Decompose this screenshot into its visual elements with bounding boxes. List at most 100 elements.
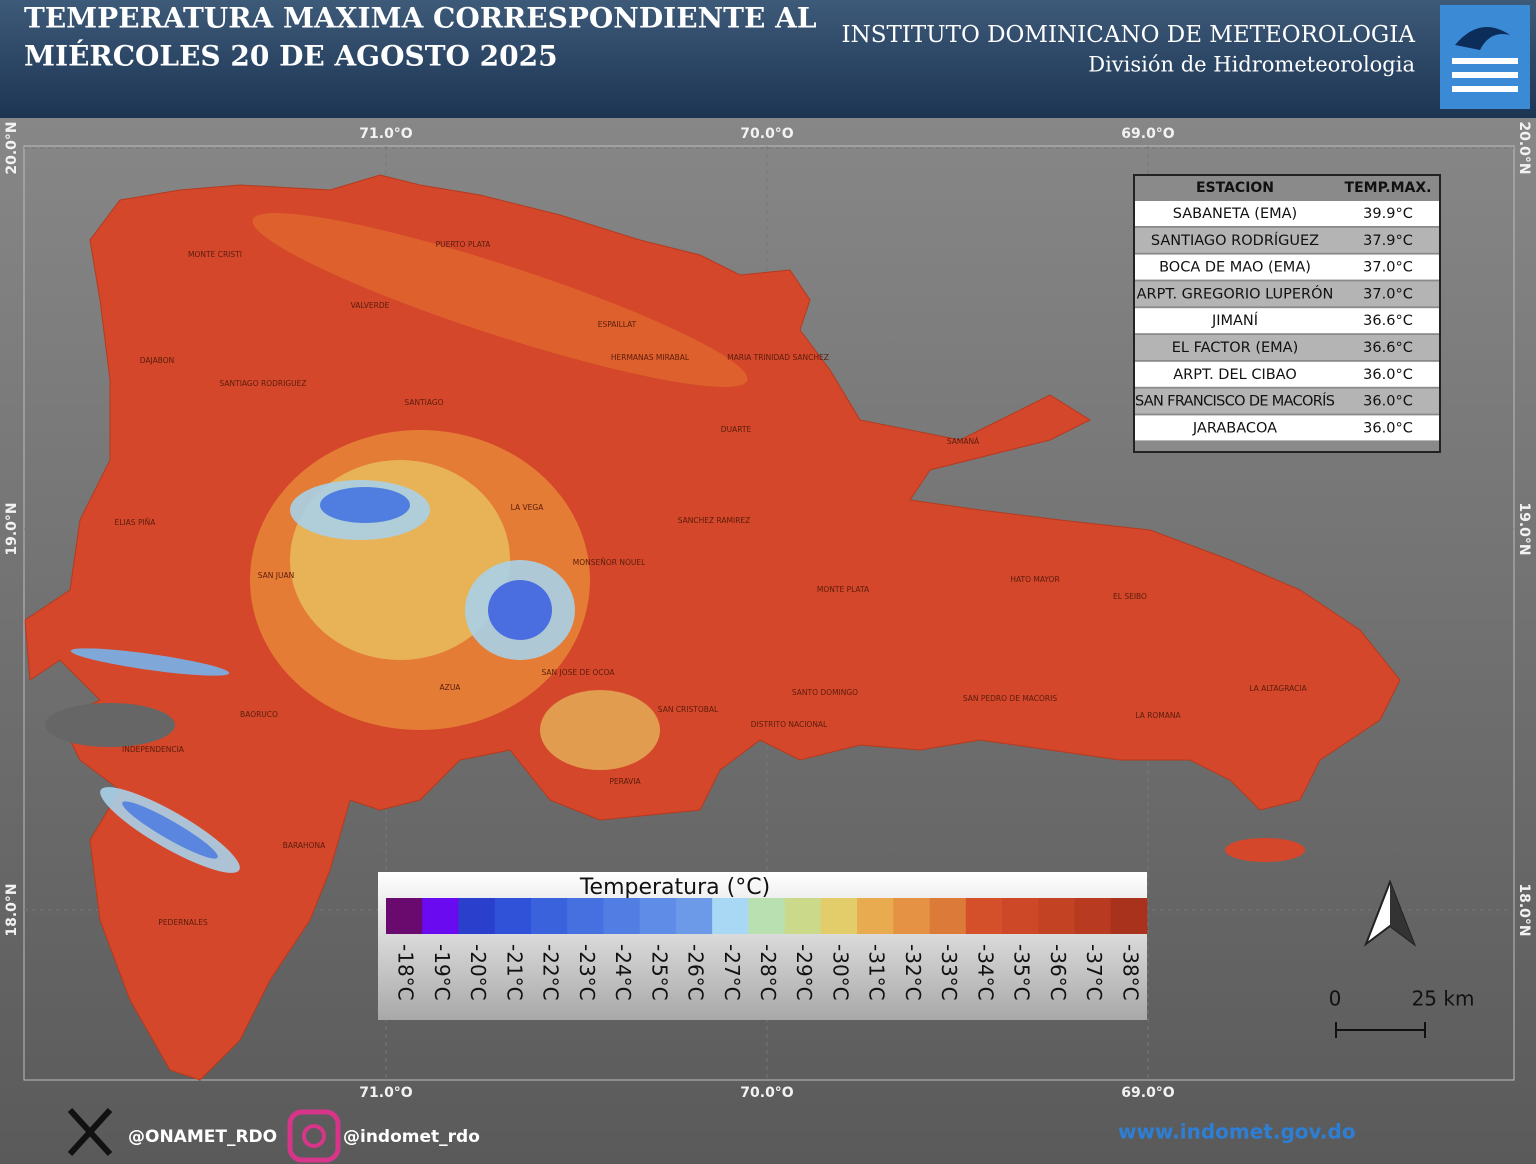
island [24,174,1401,1081]
legend-label: -19°C [430,944,454,1001]
place-label: INDEPENDENCIA [122,745,185,754]
legend-swatch [820,898,858,934]
place-label: SAN JUAN [258,571,294,580]
legend-label: -18°C [394,944,418,1001]
legend-swatch [422,898,459,934]
legend-swatch [1074,898,1112,934]
division: División de Hidrometeorologia [1088,53,1415,77]
place-label: MARIA TRINIDAD SANCHEZ [727,353,829,362]
legend-swatch [1038,898,1076,934]
instagram-handle[interactable]: @indomet_rdo [343,1127,480,1147]
table-cell: JIMANÍ [1211,312,1258,329]
table-cell: SANTIAGO RODRÍGUEZ [1151,232,1319,249]
table-row [1135,227,1439,253]
place-label: SANTIAGO RODRIGUEZ [219,379,306,388]
coordinate-labels: 71.0°O 71.0°O 70.0°O 70.0°O 69.0°O 69.0°O 20.0… [4,121,1532,1101]
logo [1440,5,1530,109]
latitude-label: 19.0°N [4,502,20,555]
legend-label: -37°C [1082,944,1106,1001]
place-label: LA VEGA [511,503,545,512]
longitude-label: 69.0°O [1121,126,1175,142]
place-label: PERAVIA [609,777,641,786]
table-row [1135,201,1439,226]
legend-swatch [639,898,677,934]
place-label: SANCHEZ RAMIREZ [678,516,751,525]
table-cell: JARABACOA [1192,420,1277,436]
table-row [1135,388,1439,414]
legend-swatch [965,898,1003,934]
legend-swatch [530,898,568,934]
latitude-label: 20.0°N [4,121,20,174]
place-label: SAN PEDRO DE MACORIS [963,694,1057,703]
legend-label: -36°C [1046,944,1070,1001]
legend-label: -34°C [973,944,997,1001]
legend-swatch [494,898,532,934]
table-cell: EL FACTOR (EMA) [1172,340,1299,356]
table-header: TEMP.MAX. [1345,180,1432,196]
place-label: BAORUCO [240,710,278,719]
table-cell: 36.6°C [1363,313,1413,329]
footer: @ONAMET_RDO @indomet_rdo www.indomet.gov… [67,1107,1356,1163]
legend-label: -33°C [937,944,961,1001]
latitude-label: 18.0°N [4,883,20,936]
title-line: MIÉRCOLES 20 DE AGOSTO 2025 [24,40,558,73]
place-label: SAMANÁ [947,437,980,446]
place-label: BARAHONA [283,841,326,850]
place-label: SANTIAGO [404,398,443,407]
table-cell: 36.0°C [1363,367,1413,383]
legend-label: -27°C [720,944,744,1001]
place-label: HERMANAS MIRABAL [611,353,690,362]
place-label: DAJABON [140,356,175,365]
longitude-label: 70.0°O [740,126,794,142]
legend-title: Temperatura (°C) [579,875,770,900]
twitter-handle[interactable]: @ONAMET_RDO [128,1127,277,1147]
table-cell: BOCA DE MAO (EMA) [1159,260,1311,276]
legend-swatch [857,898,894,934]
legend-label: -21°C [502,944,526,1001]
legend-label: -20°C [466,944,490,1001]
legend-swatch [748,898,786,934]
header-bar [0,0,1536,118]
table-row [1135,308,1439,334]
place-label: HATO MAYOR [1010,575,1059,584]
legend-swatch [1110,898,1148,934]
table-header: ESTACION [1196,180,1274,196]
legend-label: -35°C [1010,944,1034,1001]
legend-label: -30°C [828,944,852,1001]
table-cell: ARPT. DEL CIBAO [1173,367,1297,383]
table-cell: 36.0°C [1363,394,1413,410]
place-labels: MONTE CRISTI PUERTO PLATA VALVERDE ESPAILLA… [115,240,1308,927]
scale-label: 0 [1329,987,1342,1011]
table-row [1135,415,1439,441]
legend-swatch [712,898,749,934]
place-label: MONSEÑOR NOUEL [573,558,646,567]
legend-swatch [1002,898,1039,934]
north-arrow [1363,879,1417,947]
legend: Temperatura (°C) -18°C -19°C -20°C -21°C -22… [378,872,1148,1020]
place-label: MONTE PLATA [817,585,870,594]
legend-swatch [458,898,496,934]
place-label: VALVERDE [351,301,390,310]
website[interactable]: www.indomet.gov.do [1118,1120,1356,1144]
place-label: PUERTO PLATA [436,240,492,249]
table-cell: 39.9°C [1363,206,1413,222]
legend-swatch [386,898,423,934]
table-row [1135,335,1439,360]
legend-label: -23°C [575,944,599,1001]
longitude-label: 71.0°O [359,126,413,142]
place-label: LA ROMANA [1135,711,1181,720]
title-line: TEMPERATURA MAXIMA CORRESPONDIENTE AL [24,2,817,35]
legend-label: -32°C [901,944,925,1001]
longitude-label: 71.0°O [359,1085,413,1101]
legend-swatch [603,898,641,934]
place-label: MONTE CRISTI [188,250,242,259]
table-cell: 37.0°C [1363,260,1413,276]
table-cell: SAN FRANCISCO DE MACORÍS [1135,393,1335,410]
scale-label: 25 km [1412,987,1475,1011]
institute: INSTITUTO DOMINICANO DE METEOROLOGIA [841,22,1415,48]
legend-swatch [567,898,604,934]
place-label: AZUA [440,683,462,692]
place-label: ELIAS PIÑA [115,518,157,527]
latitude-label: 19.0°N [1516,502,1532,555]
longitude-label: 69.0°O [1121,1085,1175,1101]
